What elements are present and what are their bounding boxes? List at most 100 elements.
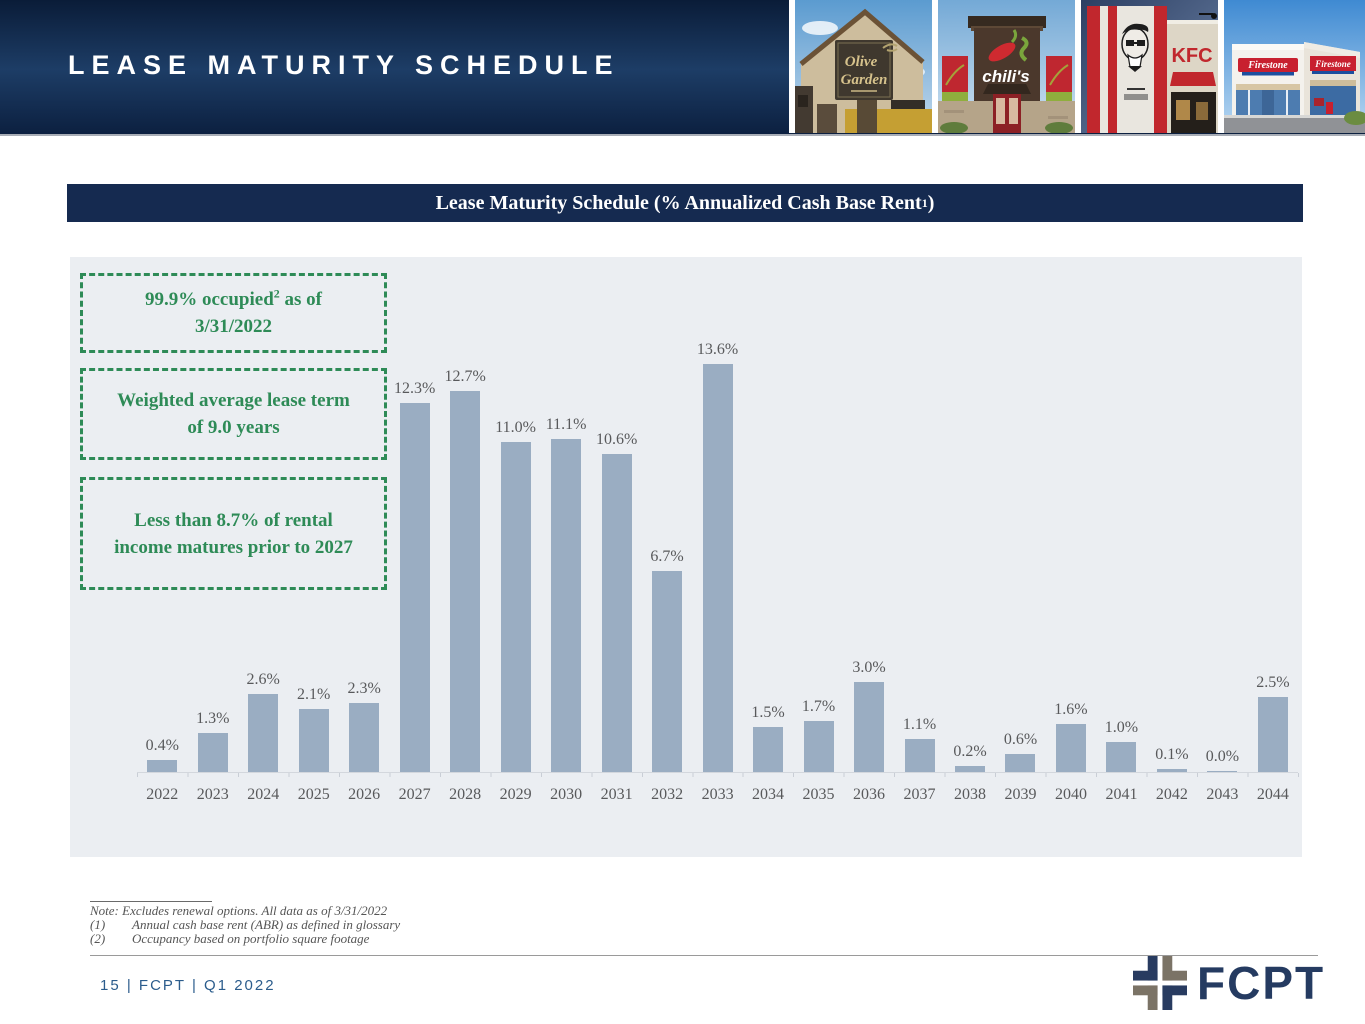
fcpt-logo-text: FCPT: [1197, 957, 1326, 1009]
bar-column-2042: 0.1%: [1147, 746, 1197, 772]
bar-column-2043: 0.0%: [1197, 747, 1247, 772]
x-axis-label-2043: 2043: [1206, 786, 1239, 803]
callout-occupied-line1: 99.9% occupied2 as of: [144, 286, 322, 310]
bar-column-2033: 13.6%: [692, 341, 742, 772]
bar-2039: [1005, 754, 1036, 772]
bar-2028: [450, 391, 481, 772]
x-axis-labels-row: 2022 2023 2024 2025 2026 2027 2028 2029 2030 2031…: [137, 786, 1298, 804]
bar-value-label-2022: 0.4%: [145, 737, 179, 754]
firestone-sign-front: [1238, 58, 1298, 72]
bar-column-2044: 2.5%: [1248, 674, 1298, 772]
x-axis-label-2029: 2029: [499, 786, 532, 803]
brand-photo-strip: Olive Garden chili's: [789, 0, 1365, 133]
callout-occupied: 99.9% occupied2 as of 3/31/2022: [80, 273, 387, 353]
footnote-2-marker: (2): [90, 931, 106, 946]
bar-2034: [753, 727, 784, 772]
bar-2037: [904, 739, 935, 772]
bar-value-label-2031: 10.6%: [595, 431, 638, 448]
bar-column-2032: 6.7%: [642, 548, 692, 772]
bar-value-label-2038: 0.2%: [953, 743, 987, 760]
bar-value-label-2032: 6.7%: [650, 548, 684, 565]
bar-2026: [349, 703, 380, 772]
footer-rule: [90, 955, 1318, 956]
page-title: LEASE MATURITY SCHEDULE: [68, 50, 620, 80]
footnote-1-marker: (1): [90, 917, 106, 932]
firestone-sign-text-side: Firestone: [1314, 59, 1351, 69]
callout-lease-term: Weighted average lease term of 9.0 years: [80, 368, 387, 460]
x-axis-label-2026: 2026: [348, 786, 381, 803]
olive-garden-sign-text-line2: Garden: [841, 72, 888, 88]
x-axis-label-2038: 2038: [953, 786, 986, 803]
x-axis-label-2025: 2025: [297, 786, 330, 803]
x-axis-label-2037: 2037: [903, 786, 936, 803]
x-axis-label-2033: 2033: [701, 786, 734, 803]
bar-value-label-2029: 11.0%: [495, 419, 536, 436]
page-number-footer: 15 | FCPT | Q1 2022: [100, 977, 276, 994]
chart-title-text: Lease Maturity Schedule (% Annualized Ca…: [435, 191, 922, 214]
olive-garden-sign-text-line1: Olive: [845, 54, 878, 70]
bar-column-2034: 1.5%: [743, 704, 793, 772]
bar-2023: [197, 733, 228, 772]
fcpt-logo: FCPT: [1133, 956, 1325, 1010]
bar-2029: [500, 442, 531, 772]
x-axis-label-2032: 2032: [651, 786, 684, 803]
chart-title-banner: Lease Maturity Schedule (% Annualized Ca…: [67, 184, 1303, 222]
footnote-2-text: Occupancy based on portfolio square foot…: [132, 931, 370, 946]
bar-value-label-2023: 1.3%: [196, 710, 230, 727]
bar-2024: [248, 694, 279, 772]
bar-column-2041: 1.0%: [1096, 719, 1146, 772]
bar-2030: [551, 439, 582, 772]
bar-column-2025: 2.1%: [288, 686, 338, 772]
x-axis-label-2023: 2023: [196, 786, 229, 803]
x-axis-label-2031: 2031: [600, 786, 633, 803]
bar-2038: [954, 766, 985, 772]
chart-title-close: ): [927, 191, 935, 214]
bar-value-label-2026: 2.3%: [347, 680, 381, 697]
bar-column-2030: 11.1%: [541, 416, 591, 772]
bar-value-label-2024: 2.6%: [246, 671, 280, 688]
lease-maturity-chart: 99.9% occupied2 as of 3/31/2022 Weighted…: [70, 257, 1302, 857]
bar-value-label-2041: 1.0%: [1104, 719, 1139, 736]
firestone-sign-side: [1310, 56, 1356, 71]
x-axis-label-2040: 2040: [1054, 786, 1087, 803]
bar-value-label-2039: 0.6%: [1003, 731, 1038, 748]
bar-2044: [1257, 697, 1288, 772]
bar-2022: [147, 760, 178, 772]
bar-value-label-2035: 1.7%: [801, 698, 836, 715]
bar-value-label-2028: 12.7%: [444, 368, 486, 385]
x-axis-label-2027: 2027: [398, 786, 431, 803]
bar-column-2028: 12.7%: [440, 368, 490, 772]
x-axis-label-2024: 2024: [247, 786, 280, 803]
bar-value-label-2043: 0.0%: [1205, 747, 1240, 765]
callout-maturity-line1: Less than 8.7% of rental: [134, 509, 333, 531]
bar-value-label-2027: 12.3%: [394, 380, 436, 397]
bar-column-2037: 1.1%: [894, 716, 944, 772]
x-axis-label-2022: 2022: [146, 786, 179, 803]
x-axis-label-2035: 2035: [802, 786, 835, 803]
x-axis-label-2034: 2034: [752, 786, 785, 803]
footnote-divider: [90, 901, 212, 902]
footnote-1-text: Annual cash base rent (ABR) as defined i…: [132, 917, 401, 932]
bar-2041: [1106, 742, 1137, 772]
bar-2035: [803, 721, 834, 772]
footnote-note: Note: Excludes renewal options. All data…: [90, 903, 388, 918]
photo-kfc-restaurant: KFC: [1081, 0, 1218, 133]
x-axis-label-2036: 2036: [853, 786, 886, 803]
callout-lease-term-line1: Weighted average lease term: [117, 390, 350, 411]
bar-column-2040: 1.6%: [1046, 701, 1096, 772]
kfc-sign-text: KFC: [1171, 45, 1212, 67]
bars-row: 0.4% 1.3% 2.6% 2.1% 2.3% 12.3% 12.7% 11.0% 11.1%…: [137, 322, 1298, 773]
x-axis-label-2041: 2041: [1105, 786, 1138, 803]
bar-2036: [854, 682, 885, 772]
bar-2043: [1207, 770, 1238, 772]
bar-value-label-2025: 2.1%: [297, 686, 331, 703]
x-axis-label-2044: 2044: [1256, 786, 1289, 803]
bar-column-2027: 12.3%: [389, 380, 439, 772]
x-axis-label-2039: 2039: [1004, 786, 1037, 803]
bar-2031: [601, 454, 632, 772]
slide-header: LEASE MATURITY SCHEDULE O: [0, 0, 1365, 136]
bar-value-label-2044: 2.5%: [1256, 674, 1290, 691]
photo-olive-garden-restaurant: Olive Garden: [795, 0, 932, 133]
footnote-1: (1) Annual cash base rent (ABR) as defin…: [90, 918, 400, 932]
olive-garden-sign: [835, 40, 893, 100]
